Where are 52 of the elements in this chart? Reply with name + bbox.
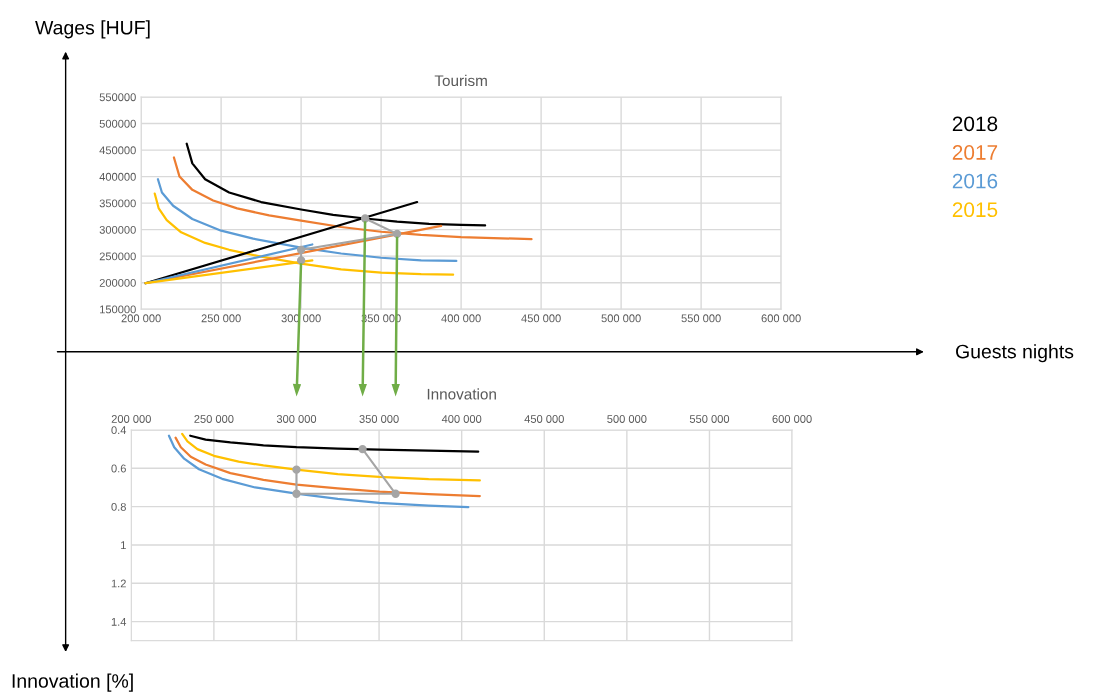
- point: [391, 489, 400, 498]
- x-tick-label: 450 000: [521, 314, 561, 323]
- x-tick-label: 400 000: [441, 415, 482, 423]
- line-series: [189, 434, 480, 453]
- y-tick-label: 450000: [99, 146, 136, 155]
- x-tick-label: 200 000: [111, 415, 151, 423]
- text: Guests nights: [956, 344, 1074, 363]
- point: [296, 245, 306, 254]
- chart-title: Innovation: [427, 388, 496, 400]
- point: [392, 229, 402, 239]
- text: Innovation [%]: [12, 673, 133, 692]
- text: 2018: [952, 116, 998, 132]
- point: [292, 465, 301, 474]
- y-tick-label: 150000: [100, 305, 136, 314]
- line-series: [181, 432, 481, 482]
- x-tick-label: 500 000: [607, 415, 647, 423]
- y-tick-label: 0.4: [111, 426, 127, 435]
- point: [360, 214, 370, 223]
- line-series: [174, 436, 481, 498]
- point: [358, 444, 367, 454]
- text: 2016: [952, 173, 998, 189]
- x-tick-label: 600 000: [761, 314, 801, 323]
- y-tick-label: 1.2: [111, 579, 126, 588]
- y-tick-label: 0.6: [111, 464, 126, 473]
- x-tick-label: 450 000: [524, 415, 564, 423]
- y-tick-label: 1.4: [111, 617, 127, 626]
- x-tick-label: 250 000: [201, 314, 241, 323]
- x-tick-label: 550 000: [681, 314, 721, 323]
- x-tick-label: 300 000: [276, 415, 317, 423]
- y-tick-label: 300000: [99, 225, 136, 234]
- x-tick-label: 350 000: [359, 415, 399, 423]
- y-tick-label: 1: [121, 541, 126, 549]
- chart-title: Tourism: [434, 74, 487, 87]
- x-tick-label: 600 000: [772, 415, 812, 423]
- x-tick-label: 500 000: [601, 314, 641, 323]
- y-tick-label: 250000: [99, 252, 136, 261]
- text: 2015: [952, 202, 998, 218]
- y-tick-label: 0.8: [111, 502, 126, 511]
- text: 2017: [952, 145, 998, 160]
- text: Wages [HUF]: [35, 20, 150, 39]
- x-tick-label: 400 000: [441, 314, 481, 323]
- x-tick-label: 550 000: [689, 415, 730, 423]
- y-tick-label: 500000: [99, 119, 136, 128]
- x-tick-label: 200 000: [121, 314, 161, 323]
- y-tick-label: 400000: [99, 172, 136, 181]
- line-series: [167, 434, 470, 509]
- y-tick-label: 200000: [99, 278, 136, 287]
- y-tick-label: 550000: [99, 93, 136, 102]
- x-tick-label: 250 000: [194, 415, 234, 423]
- point: [292, 489, 301, 498]
- point: [296, 256, 306, 265]
- y-tick-label: 350000: [99, 199, 136, 208]
